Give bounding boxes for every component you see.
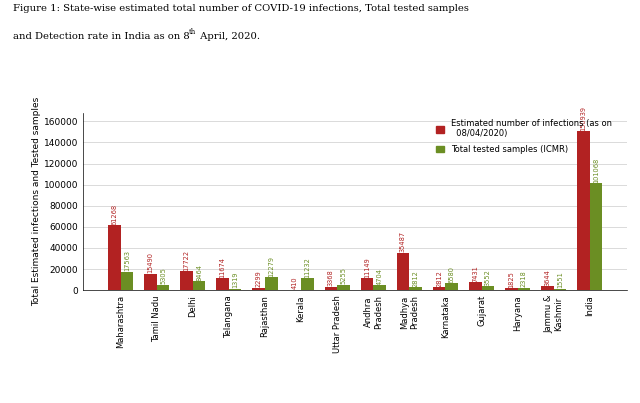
Text: 410: 410 [292,277,298,289]
Text: 1319: 1319 [232,272,238,289]
Text: 6580: 6580 [449,266,455,283]
Bar [301,278,314,290]
Text: 2812: 2812 [436,270,442,287]
Bar [216,278,229,290]
Text: 2318: 2318 [521,271,527,287]
Bar [360,278,373,290]
Bar [373,285,386,290]
Text: 12279: 12279 [268,256,275,277]
Bar [229,289,241,290]
Text: 17563: 17563 [124,250,130,271]
Text: and Detection rate in India as on 8: and Detection rate in India as on 8 [13,32,189,41]
Text: 11149: 11149 [364,258,370,278]
Bar [108,226,120,290]
Bar [505,288,518,290]
Bar [397,253,410,290]
Bar [433,287,445,290]
Text: 5305: 5305 [160,267,166,284]
Text: 4704: 4704 [376,268,383,285]
Bar [410,287,422,290]
Bar [252,288,265,290]
Text: 35487: 35487 [400,231,406,252]
Bar [193,281,205,290]
Text: Figure 1: State-wise estimated total number of COVID-19 infections, Total tested: Figure 1: State-wise estimated total num… [13,4,468,13]
Text: 1825: 1825 [508,271,515,288]
Text: 3644: 3644 [545,269,550,286]
Text: 3552: 3552 [485,269,491,286]
Bar [265,277,278,290]
Bar [554,289,566,290]
Bar [577,131,590,290]
Text: 11674: 11674 [220,257,225,278]
Text: 3368: 3368 [328,270,334,286]
Y-axis label: Total Estimated infections and Tested samples: Total Estimated infections and Tested sa… [32,97,41,306]
Text: 2299: 2299 [255,271,262,287]
Bar [120,272,133,290]
Bar [518,288,531,290]
Text: 8464: 8464 [196,264,202,281]
Text: th: th [189,28,196,36]
Bar [157,285,170,290]
Bar [180,272,193,290]
Text: 2812: 2812 [413,270,419,287]
Text: 150939: 150939 [580,106,586,131]
Bar [541,286,554,290]
Bar [337,285,350,290]
Text: 5255: 5255 [340,267,346,284]
Bar [469,283,481,290]
Text: 11232: 11232 [305,257,310,278]
Bar [324,287,337,290]
Bar [590,183,602,290]
Legend: Estimated number of infections (as on
  08/04/2020), Total tested samples (ICMR): Estimated number of infections (as on 08… [436,119,612,154]
Bar [445,283,458,290]
Text: 15490: 15490 [147,253,154,274]
Text: April, 2020.: April, 2020. [197,32,260,41]
Text: 61268: 61268 [111,204,117,225]
Text: 101068: 101068 [593,158,599,183]
Bar [481,287,494,290]
Text: 17722: 17722 [184,250,189,271]
Text: 7431: 7431 [472,265,478,282]
Bar [144,274,157,290]
Text: 1551: 1551 [557,272,563,288]
